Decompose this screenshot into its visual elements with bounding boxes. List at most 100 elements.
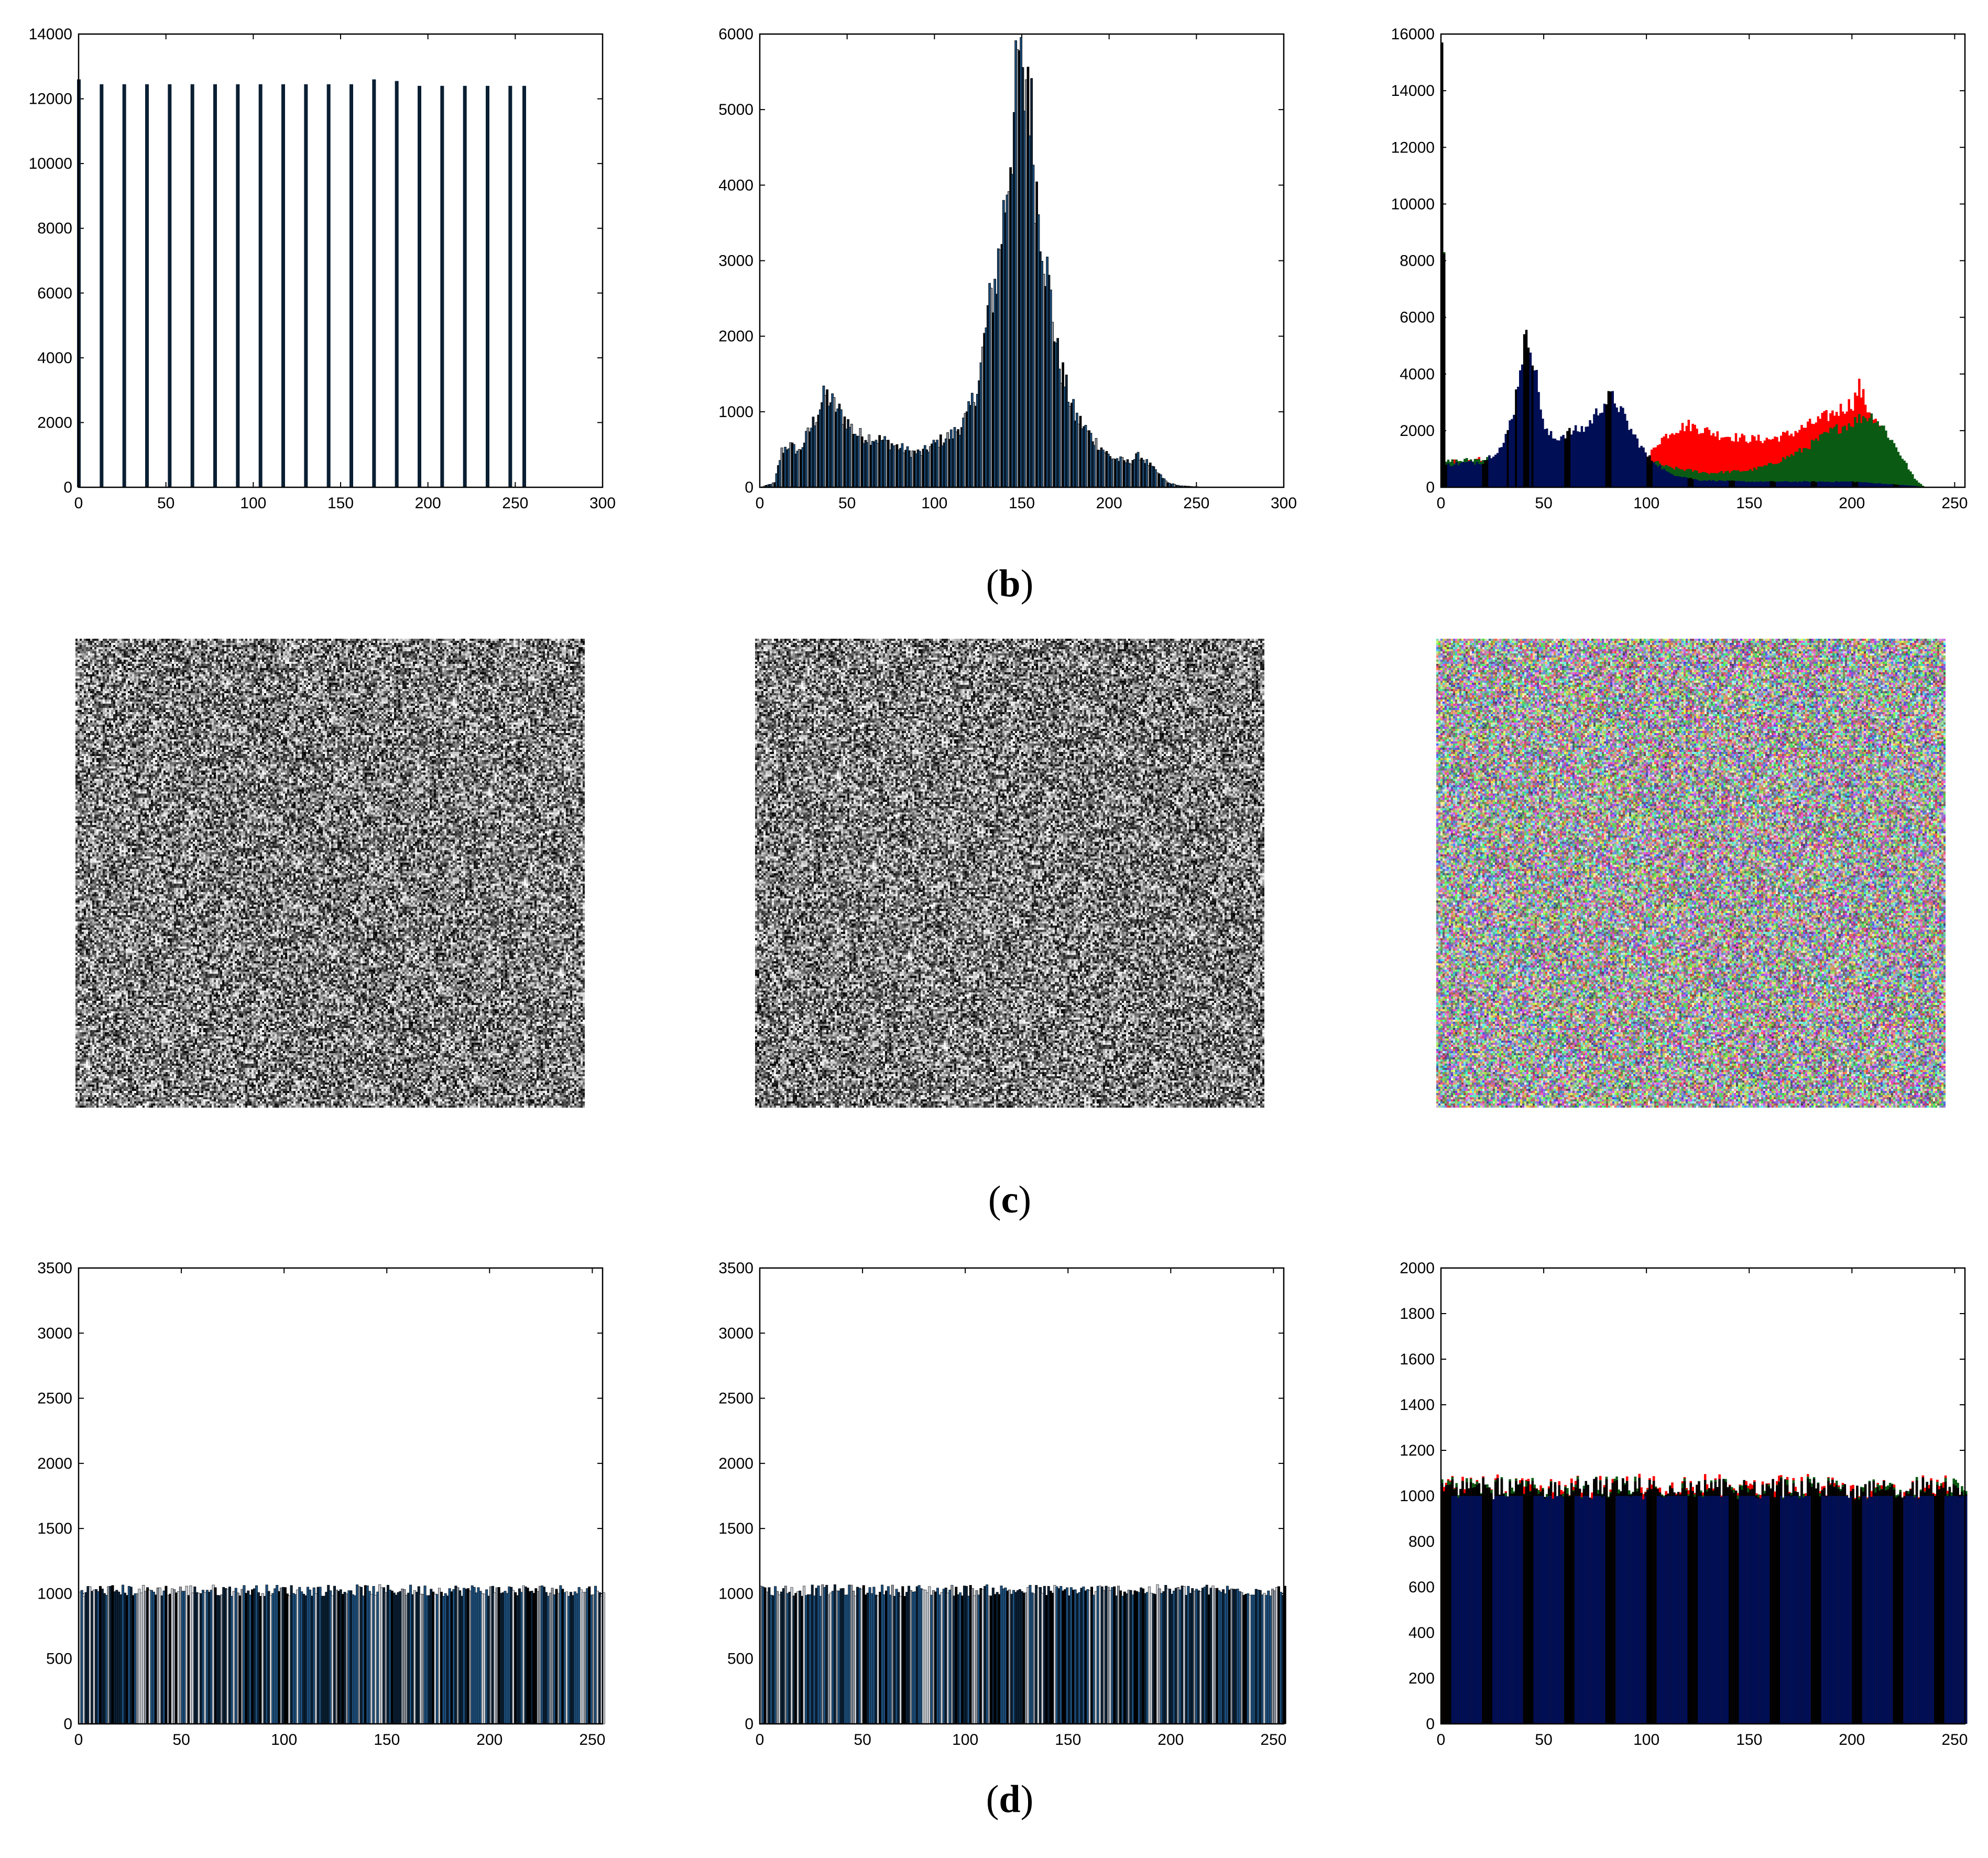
bar-red: [1763, 440, 1766, 487]
bar-navy: [1747, 482, 1750, 487]
y-tick-label: 0: [63, 1715, 72, 1733]
bar-navy: [1716, 481, 1719, 487]
bar-navy: [1556, 1496, 1559, 1724]
bar-navy: [1562, 435, 1565, 487]
bar-green: [1858, 414, 1861, 487]
bar-navy: [1451, 1496, 1454, 1724]
bar-navy: [1786, 481, 1789, 487]
bar-navy: [1895, 484, 1898, 487]
bar-navy: [1899, 1496, 1902, 1724]
plot-frame: [1440, 33, 1966, 488]
bar-navy: [1767, 1496, 1771, 1724]
bar-navy: [1476, 462, 1479, 487]
x-tick-label: 50: [1535, 1731, 1552, 1748]
bar-navy: [1490, 1496, 1493, 1724]
bar-navy: [1794, 481, 1797, 487]
bar-navy: [1807, 481, 1809, 487]
bar-green: [1835, 424, 1838, 487]
bar-navy: [1905, 485, 1908, 487]
bar-navy: [1708, 480, 1711, 487]
bar-navy: [1611, 391, 1614, 487]
bar-navy: [1572, 1496, 1575, 1724]
bar-navy: [1739, 1496, 1742, 1724]
bar-red: [1759, 441, 1762, 487]
cipher-image-grey-1: [75, 639, 585, 1108]
bar-navy: [1656, 466, 1659, 487]
bar-navy: [1471, 462, 1474, 487]
bar-navy: [1780, 481, 1783, 487]
bar-navy: [1467, 461, 1470, 487]
bar-green: [1778, 463, 1781, 487]
bar-navy: [1478, 1496, 1481, 1724]
bar-navy: [1763, 1496, 1766, 1724]
bar-red: [1774, 436, 1776, 487]
plot-frame: [759, 33, 1285, 488]
bar-navy: [1850, 481, 1852, 487]
bar-navy: [1484, 1496, 1487, 1724]
bar-navy: [1722, 480, 1725, 487]
bar-navy: [1589, 420, 1591, 487]
bar: [122, 84, 126, 488]
bar-navy: [1529, 1496, 1532, 1724]
bar-navy: [1891, 484, 1894, 487]
bar-navy: [1825, 1496, 1828, 1724]
bar-navy: [1946, 1496, 1949, 1724]
bar-navy: [1845, 481, 1849, 487]
bar-navy: [1511, 1496, 1513, 1724]
bar-green: [1805, 447, 1807, 487]
bar-navy: [1652, 462, 1655, 487]
bar-green: [1825, 432, 1828, 487]
bar-navy: [1833, 482, 1836, 487]
bar-green: [1710, 473, 1713, 487]
bar-green: [1706, 473, 1709, 487]
bar-navy: [1872, 1496, 1875, 1724]
x-tick-label: 100: [271, 1731, 297, 1748]
bar-green: [1901, 458, 1904, 487]
bar-navy: [1718, 1496, 1721, 1724]
bar-navy: [1445, 1496, 1448, 1724]
bar-navy: [1484, 460, 1487, 487]
bar-navy: [1689, 1496, 1692, 1724]
histogram-b2: 0 1000 2000 3000 4000 5000 6000 0 50 100 150 200 250…: [718, 26, 1297, 512]
bar-green: [1827, 433, 1830, 487]
bar: [326, 84, 331, 488]
bar-navy: [1862, 1496, 1865, 1724]
bar-green: [1837, 434, 1840, 487]
bar-navy: [1741, 481, 1744, 487]
bar-green: [1903, 461, 1906, 487]
bar-navy: [1729, 1496, 1731, 1724]
bar-navy: [1782, 482, 1785, 487]
x-tick-label: 300: [589, 495, 616, 512]
bar-navy: [1841, 1496, 1844, 1724]
bar-green: [1745, 471, 1747, 487]
bar: [440, 85, 444, 487]
bar-navy: [1679, 1496, 1682, 1724]
bar-navy: [1459, 463, 1462, 487]
x-tick-label: 200: [1096, 495, 1122, 512]
bar-red: [1745, 441, 1747, 487]
bar-navy: [1722, 1496, 1725, 1724]
bar-green: [1722, 473, 1725, 487]
bar-navy: [1924, 1496, 1927, 1724]
bar-green: [1915, 480, 1918, 487]
bar-navy: [1936, 1496, 1939, 1724]
y-tick-label: 0: [1426, 1715, 1435, 1733]
bar-green: [1759, 466, 1762, 487]
bar-navy: [1566, 431, 1569, 487]
bar-navy: [1774, 1497, 1776, 1724]
bar-navy: [1897, 485, 1900, 487]
y-tick-label: 600: [1408, 1579, 1435, 1596]
bar-navy: [1691, 479, 1694, 487]
cipher-image-color: [1436, 639, 1946, 1108]
bar-navy: [1689, 478, 1692, 487]
bar-navy: [1502, 1496, 1505, 1724]
bar-navy: [1638, 447, 1641, 487]
bar-navy: [1482, 1496, 1484, 1724]
bar-green: [1794, 452, 1797, 487]
bar-navy: [1652, 1496, 1655, 1724]
y-tick-label: 2500: [37, 1390, 72, 1407]
bar-navy: [1891, 1496, 1894, 1724]
bar-navy: [1646, 1496, 1649, 1724]
y-tick-label: 1800: [1400, 1305, 1435, 1323]
bar-navy: [1669, 1496, 1672, 1724]
